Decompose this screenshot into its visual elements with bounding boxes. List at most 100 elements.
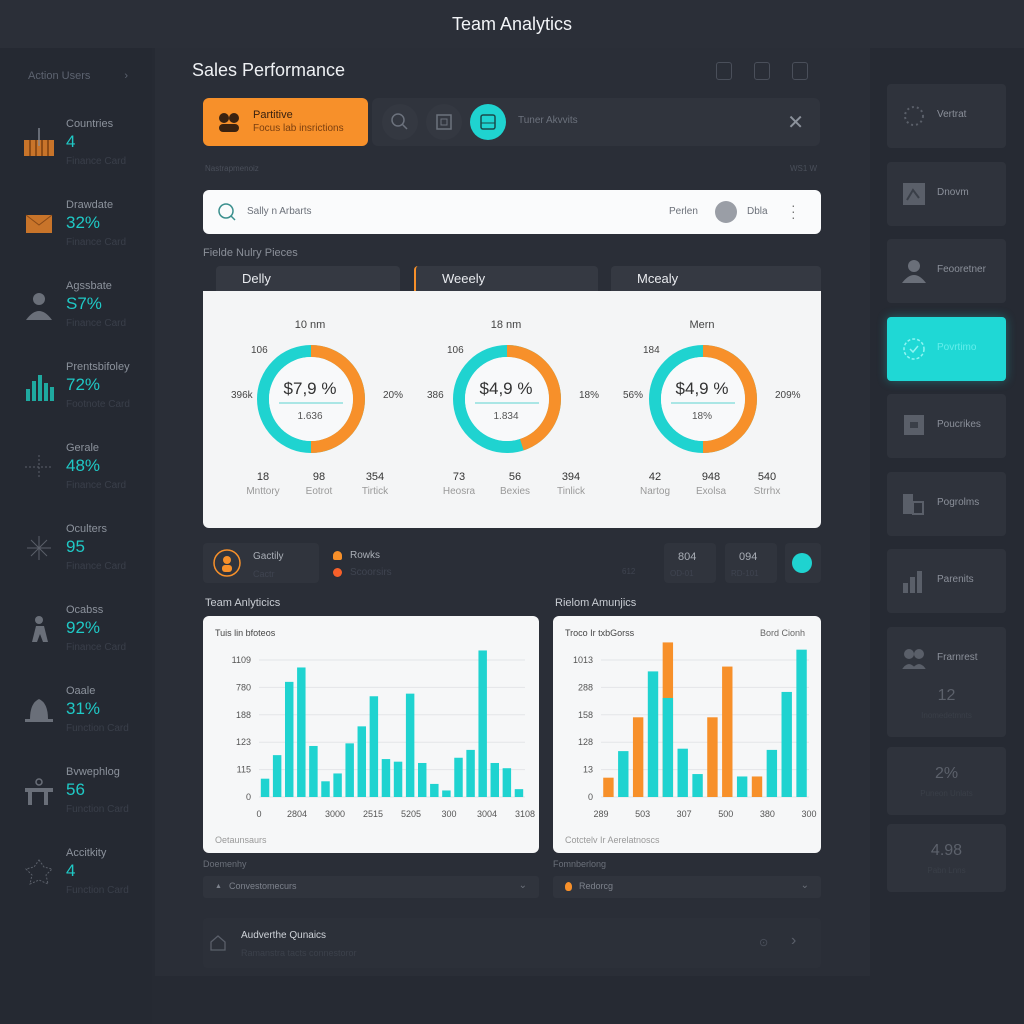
sidebar-stat-item[interactable]: Prentsbifoley 72% Footnote Card	[0, 361, 152, 431]
search-input[interactable]: Sally n Arbarts	[247, 206, 312, 217]
stat-sub: Function Card	[66, 885, 129, 896]
dropdown-records[interactable]: Redorcg ⌄	[553, 876, 821, 898]
sidebar-header[interactable]: Action Users ›	[28, 70, 128, 82]
nav-item-parenits[interactable]: Parenits	[887, 549, 1006, 613]
group-icon	[901, 647, 927, 671]
status-button[interactable]	[785, 543, 821, 583]
footer-label: Exolsa	[695, 486, 726, 497]
toolbar-label: Tuner Akvvits	[518, 115, 578, 126]
board-icon	[901, 414, 927, 438]
nav-item-pogrolms[interactable]: Pogrolms	[887, 471, 1006, 536]
stat-sub: OD-01	[670, 569, 694, 578]
dropdown-label: Doemenhy	[203, 859, 247, 869]
clock-icon[interactable]	[754, 62, 770, 80]
stat-sub: Finance Card	[66, 480, 127, 491]
promo-card[interactable]: Partitive Focus lab insrictions	[203, 98, 368, 146]
donut-ring	[453, 345, 561, 453]
bottom-subtitle: Ramanstra tacts connestoror	[241, 948, 357, 958]
donut-footer-item: 18 Mnttory	[233, 471, 293, 497]
pin-icon[interactable]: ⊙	[759, 937, 769, 949]
legend-item: Rowks	[350, 550, 381, 561]
frame-button[interactable]	[426, 104, 462, 140]
search-icon	[391, 113, 408, 130]
chevron-right-icon: ›	[124, 70, 128, 82]
donut-center-sub: 1.636	[297, 411, 323, 422]
search-button[interactable]	[382, 104, 418, 140]
stat-tile: 612	[612, 543, 656, 583]
stat-value: 4	[66, 861, 76, 880]
stat-sub: RD-101	[731, 569, 759, 578]
footer-label: Nartog	[639, 486, 670, 497]
document-icon[interactable]	[792, 62, 808, 80]
sidebar-stat-item[interactable]: Drawdate 32% Finance Card	[0, 199, 152, 269]
caption-left: Nastrapmenoiz	[205, 164, 259, 173]
chart-footer: Cotctelv Ir Aerelatnoscs	[565, 835, 660, 845]
stat-label: Bvwephlog	[66, 766, 120, 778]
sidebar-stat-item[interactable]: Countries 4 Finance Card	[0, 118, 152, 188]
dropdown-value: Convestomecurs	[229, 881, 297, 891]
analytics-button[interactable]	[470, 104, 506, 140]
filter-label[interactable]: Perlen	[669, 206, 698, 217]
nav-item-label: Feooretner	[937, 264, 986, 275]
svg-text:3000: 3000	[325, 809, 345, 819]
sidebar-stat-item[interactable]: Bvwephlog 56 Function Card	[0, 766, 152, 836]
svg-text:0: 0	[588, 792, 593, 802]
sidebar-stat-item[interactable]: Oculters 95 Finance Card	[0, 523, 152, 593]
donut-footer-item: 56 Bexies	[485, 471, 545, 497]
stat-sub: Finance Card	[66, 237, 127, 248]
nav-item-poucrikes[interactable]: Poucrikes	[887, 394, 1006, 458]
footer-value: 56	[508, 471, 522, 483]
tab-monthly[interactable]: Mcealy	[611, 266, 821, 292]
orange-dot-icon	[333, 568, 342, 577]
chevron-right-icon[interactable]: ›	[791, 932, 797, 949]
sidebar-stat-item[interactable]: Agssbate S7% Finance Card	[0, 280, 152, 350]
stat-tile: 094 RD-101	[725, 543, 777, 583]
summary-value: 2%	[934, 764, 959, 782]
stat-value: S7%	[66, 294, 102, 313]
page-title: Sales Performance	[192, 60, 346, 80]
svg-text:300: 300	[441, 809, 456, 819]
svg-text:1109: 1109	[232, 655, 251, 665]
sidebar-stat-item[interactable]: Oaale 31% Function Card	[0, 685, 152, 755]
sidebar-stat-item[interactable]: Gerale 48% Finance Card	[0, 442, 152, 512]
sidebar-stat-item[interactable]: Ocabss 92% Finance Card	[0, 604, 152, 674]
chart-title-left: Team Anlyticics	[205, 597, 281, 609]
svg-text:158: 158	[578, 710, 593, 720]
nav-item-label: Dnovm	[937, 186, 969, 198]
more-options-icon[interactable]: · · ·	[791, 197, 796, 225]
donut-footer-item: 42 Nartog	[625, 471, 685, 497]
user-label[interactable]: Dbla	[747, 206, 768, 217]
bottom-title: Audverthe Qunaics	[241, 930, 327, 941]
nav-item-feooretner[interactable]: Feooretner	[887, 239, 1006, 303]
dollar-icon[interactable]	[716, 62, 732, 80]
bottom-list-item[interactable]: Audverthe Qunaics Ramanstra tacts connes…	[203, 918, 821, 968]
figure-icon	[22, 614, 56, 644]
footer-label: Eotrot	[305, 486, 333, 497]
search-bar[interactable]: Sally n Arbarts Perlen Dbla · · ·	[203, 190, 821, 234]
stat-label: Prentsbifoley	[66, 361, 130, 373]
nav-item-dnovm[interactable]: Dnovm	[887, 161, 1006, 226]
svg-text:5205: 5205	[401, 809, 421, 819]
svg-text:2804: 2804	[287, 809, 307, 819]
avatar[interactable]	[715, 201, 737, 223]
stat-label: Gerale	[66, 442, 100, 454]
dropdown-category[interactable]: ▲ Convestomecurs ⌄	[203, 876, 539, 898]
app-title-bar: Team Analytics	[0, 0, 1024, 48]
donut-panel: 10 nm $7,9 % 1.636 106 396k 20% 18 Mntto…	[203, 291, 821, 528]
footer-value: 394	[561, 471, 581, 483]
legend: Rowks Scoorsirs	[333, 550, 392, 578]
tab-weekly[interactable]: Weeely	[414, 266, 598, 292]
left-sidebar: Action Users › Countries 4 Finance Card …	[0, 48, 152, 1024]
stat-sub: Finance Card	[66, 318, 127, 329]
tab-daily[interactable]: Delly	[216, 266, 400, 292]
stat-value: 92%	[66, 618, 101, 637]
nav-item-vertrat[interactable]: Vertrat	[887, 84, 1006, 148]
stat-value: 72%	[66, 375, 101, 394]
donut-center-value: $4,9 %	[675, 379, 729, 398]
nav-item-povrtimo[interactable]: Povrtimo	[887, 316, 1006, 381]
svg-text:188: 188	[236, 710, 251, 720]
stat-value: 804	[678, 551, 697, 563]
sidebar-stat-item[interactable]: Accitkity 4 Function Card	[0, 847, 152, 917]
close-icon[interactable]: ✕	[787, 112, 804, 134]
profile-card[interactable]: Gactily Cactr	[203, 543, 319, 583]
